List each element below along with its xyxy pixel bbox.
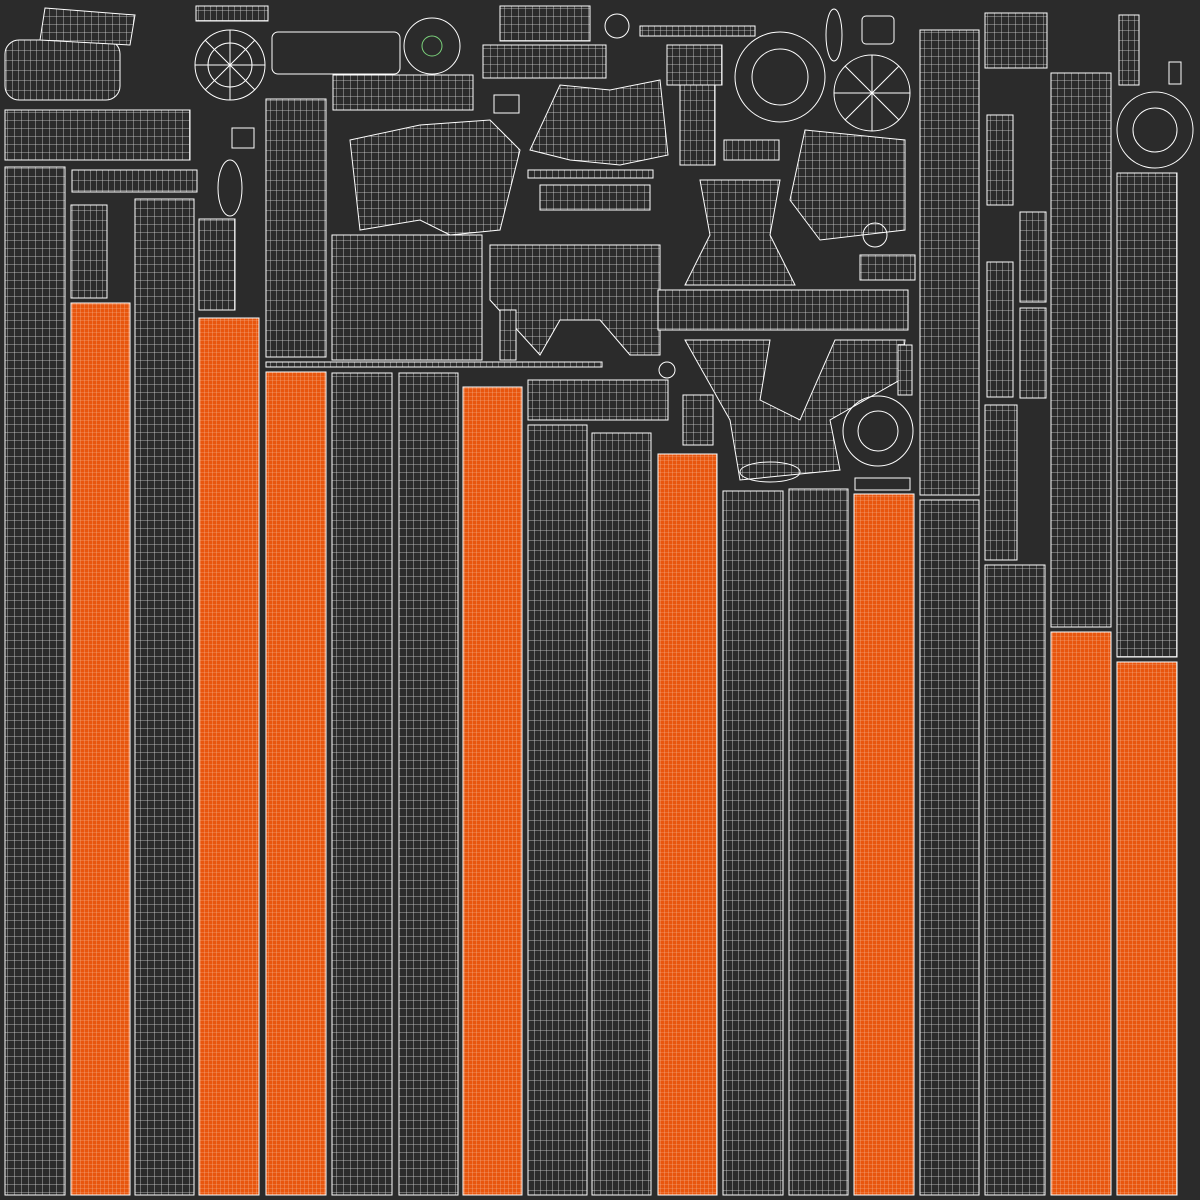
- island: [217, 159, 243, 217]
- uv-strips: [4, 12, 1178, 1196]
- strip: [853, 493, 915, 1196]
- island: [527, 169, 654, 179]
- strip: [527, 424, 588, 1196]
- island: [1132, 107, 1178, 153]
- island: [859, 254, 916, 281]
- island: [332, 74, 474, 111]
- island: [231, 127, 255, 149]
- island: [658, 361, 676, 379]
- island: [349, 119, 521, 236]
- island: [751, 48, 809, 106]
- island: [679, 84, 716, 166]
- island: [897, 344, 913, 396]
- island: [682, 394, 714, 446]
- strip: [1019, 307, 1047, 399]
- island: [527, 379, 669, 421]
- strip: [919, 29, 980, 496]
- island: [1116, 91, 1194, 169]
- strip: [265, 371, 327, 1196]
- strip: [1050, 631, 1112, 1196]
- island: [734, 31, 826, 123]
- strip: [331, 372, 393, 1196]
- island: [331, 234, 483, 361]
- island: [825, 8, 843, 62]
- island: [4, 109, 191, 161]
- island: [854, 477, 911, 491]
- island: [723, 139, 780, 161]
- strip: [722, 490, 784, 1196]
- island: [195, 30, 265, 100]
- island: [39, 7, 136, 46]
- strip: [986, 261, 1014, 398]
- island: [604, 13, 630, 39]
- strip: [919, 499, 980, 1196]
- strip: [1050, 72, 1112, 628]
- island: [4, 39, 121, 101]
- island: [666, 44, 723, 86]
- strip: [398, 372, 459, 1196]
- island: [499, 309, 517, 361]
- strip: [788, 488, 849, 1196]
- strip: [591, 432, 652, 1196]
- strip: [134, 198, 195, 1196]
- strip: [462, 386, 523, 1196]
- strip: [265, 98, 327, 358]
- strip: [4, 166, 66, 1196]
- island: [789, 129, 906, 241]
- strip: [984, 564, 1046, 1196]
- island: [857, 410, 899, 452]
- strip: [198, 218, 236, 311]
- strip: [657, 453, 718, 1196]
- island: [265, 361, 603, 368]
- island: [493, 94, 520, 114]
- island: [482, 44, 607, 79]
- island: [421, 35, 443, 57]
- island: [195, 5, 269, 22]
- island: [529, 79, 669, 166]
- strip: [1118, 14, 1140, 86]
- strip: [984, 12, 1048, 69]
- island: [499, 5, 591, 42]
- strip: [1116, 172, 1178, 658]
- strip: [70, 302, 131, 1196]
- island: [862, 222, 888, 248]
- island: [1168, 61, 1182, 85]
- island: [403, 17, 461, 75]
- island: [834, 55, 910, 131]
- strip: [1019, 211, 1047, 303]
- strip: [198, 317, 260, 1196]
- strip: [986, 114, 1014, 206]
- uv-islands: [4, 5, 1194, 491]
- island: [639, 25, 756, 37]
- strip: [1116, 661, 1178, 1196]
- island: [271, 31, 401, 75]
- island: [657, 289, 909, 331]
- island: [842, 395, 914, 467]
- strip: [70, 204, 108, 299]
- island: [739, 461, 801, 483]
- island: [684, 179, 796, 286]
- island: [71, 169, 198, 193]
- strip: [984, 404, 1018, 561]
- island: [539, 184, 651, 211]
- island: [861, 15, 895, 45]
